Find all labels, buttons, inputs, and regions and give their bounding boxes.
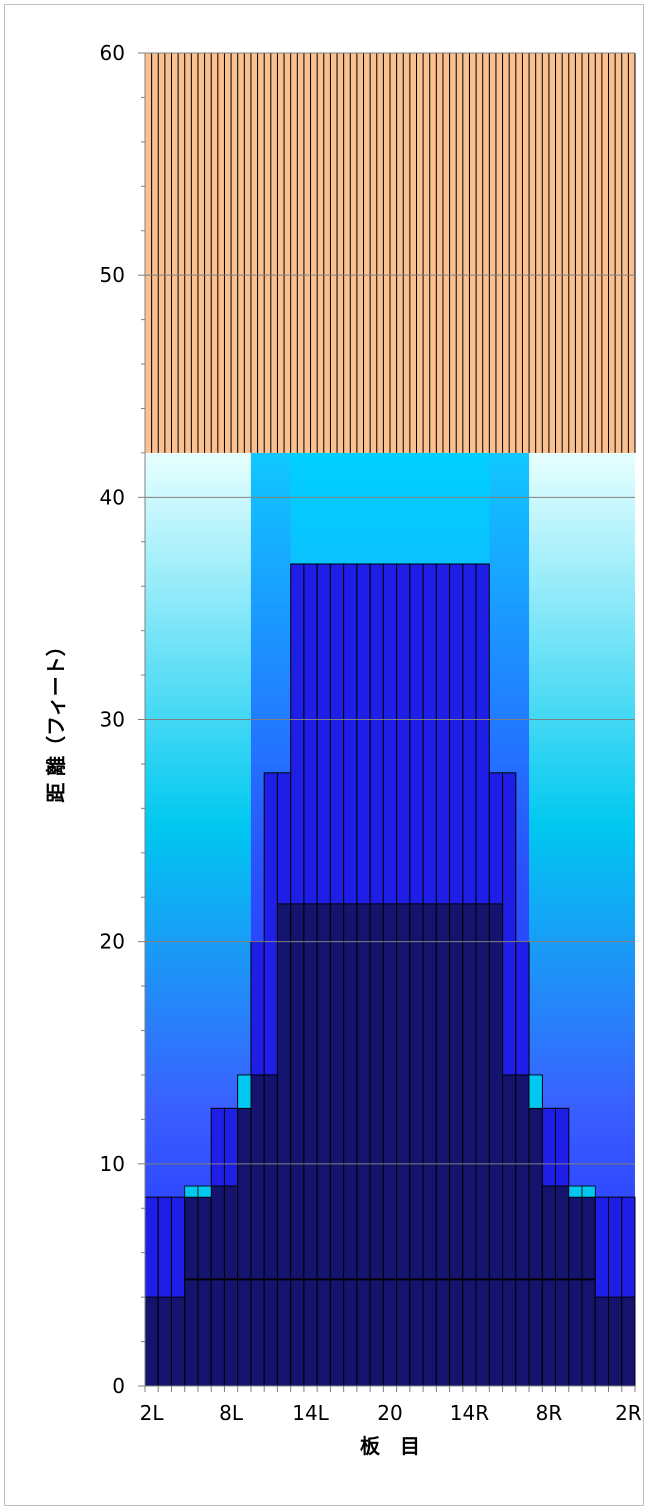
board-bar-inner	[409, 903, 424, 1387]
y-tick-label: 40	[100, 485, 125, 509]
cyan-marker	[184, 1185, 199, 1198]
board-bar-inner	[263, 1074, 278, 1387]
y-tick-label: 50	[100, 263, 125, 287]
y-axis-title: 距 離（フィート）	[44, 636, 68, 803]
board-bar-inner	[581, 1196, 596, 1387]
board-bar-inner	[488, 903, 504, 1387]
y-tick-label: 20	[100, 930, 125, 954]
cyan-marker	[568, 1185, 583, 1198]
cyan-marker	[237, 1074, 252, 1109]
x-tick-label: 2L	[140, 1401, 165, 1425]
board-bar-inner	[290, 903, 305, 1387]
x-tick-label: 2R	[615, 1401, 642, 1425]
board-bar-inner	[382, 903, 398, 1387]
board-bar-inner	[223, 1185, 239, 1387]
board-bar-inner	[329, 903, 345, 1387]
y-tick-label: 30	[100, 708, 125, 732]
board-bar-inner	[555, 1185, 570, 1387]
chart-frame: 0 10 20 30 40 50 60 2L 8L 14L 20 14R 8R 2R 板 目 距 離（フィート…	[4, 4, 644, 1506]
board-bar-inner	[422, 903, 437, 1387]
x-tick-label: 8R	[536, 1401, 563, 1425]
label-layer: 0 10 20 30 40 50 60 2L 8L 14L 20 14R 8R 2R 板 目 距 離（フィート…	[44, 41, 642, 1458]
board-bar-inner	[435, 903, 451, 1387]
board-bar-inner	[343, 903, 358, 1387]
board-bar-inner	[608, 1296, 623, 1387]
chart: 0 10 20 30 40 50 60 2L 8L 14L 20 14R 8R 2R 板 目 距 離（フィート…	[44, 41, 642, 1458]
board-bar-inner	[594, 1296, 610, 1387]
board-bar-inner	[144, 1296, 159, 1387]
board-bar-inner	[197, 1196, 212, 1387]
x-tick-label: 8L	[219, 1401, 244, 1425]
board-bar-inner	[316, 903, 331, 1387]
board-bar-inner	[303, 903, 318, 1387]
board-bar-inner	[157, 1296, 172, 1387]
cyan-marker	[581, 1185, 596, 1198]
x-axis-title: 板 目	[360, 1434, 420, 1458]
x-tick-label: 14R	[450, 1401, 489, 1425]
board-bar-inner	[276, 903, 292, 1387]
board-bar-inner	[210, 1185, 225, 1387]
y-tick-label: 0	[112, 1374, 125, 1398]
board-bar-inner	[528, 1107, 543, 1387]
board-bar-inner	[541, 1185, 557, 1387]
x-tick-label: 14L	[292, 1401, 329, 1425]
board-bar-inner	[515, 1074, 530, 1387]
board-bar-inner	[396, 903, 411, 1387]
y-tick-label: 10	[100, 1152, 125, 1176]
board-bar-inner	[568, 1196, 583, 1387]
board-bar-inner	[462, 903, 477, 1387]
board-bar-inner	[356, 903, 371, 1387]
board-bar-inner	[237, 1107, 252, 1387]
board-bar-inner	[184, 1196, 199, 1387]
x-tick-label: 20	[377, 1401, 402, 1425]
cyan-marker	[197, 1185, 212, 1198]
cyan-marker	[528, 1074, 543, 1109]
overburden-layer	[144, 53, 636, 453]
board-bar-inner	[621, 1296, 636, 1387]
axes-layer	[138, 52, 636, 1392]
board-bar-inner	[502, 1074, 517, 1387]
y-tick-label: 60	[100, 41, 125, 65]
board-bar-inner	[170, 1296, 186, 1387]
board-bar-inner	[475, 903, 490, 1387]
board-bar-inner	[369, 903, 384, 1387]
board-bar-inner	[449, 903, 464, 1387]
board-bar-inner	[250, 1074, 265, 1387]
